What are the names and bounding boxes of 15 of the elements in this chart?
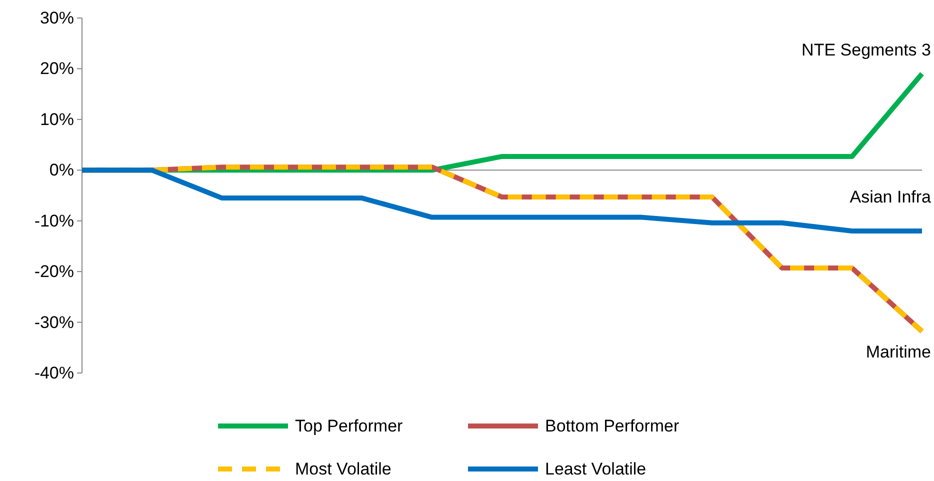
annotation: Maritime (866, 342, 931, 362)
y-tick-label: 30% (40, 8, 74, 28)
y-tick-label: 0% (49, 160, 74, 180)
legend-label: Top Performer (295, 416, 404, 436)
legend-label: Most Volatile (295, 460, 392, 478)
legend-label: Bottom Performer (545, 416, 680, 436)
legend-label: Least Volatile (545, 460, 646, 478)
y-tick-label: 20% (40, 59, 74, 78)
annotation: Asian Infra (850, 188, 932, 206)
y-tick-label: -30% (34, 312, 74, 332)
y-tick-label: 10% (40, 110, 74, 129)
y-tick-label: -20% (34, 262, 74, 282)
annotation: NTE Segments 3 (802, 40, 931, 60)
y-tick-label: -10% (34, 211, 74, 230)
y-tick-label: -40% (34, 364, 74, 382)
